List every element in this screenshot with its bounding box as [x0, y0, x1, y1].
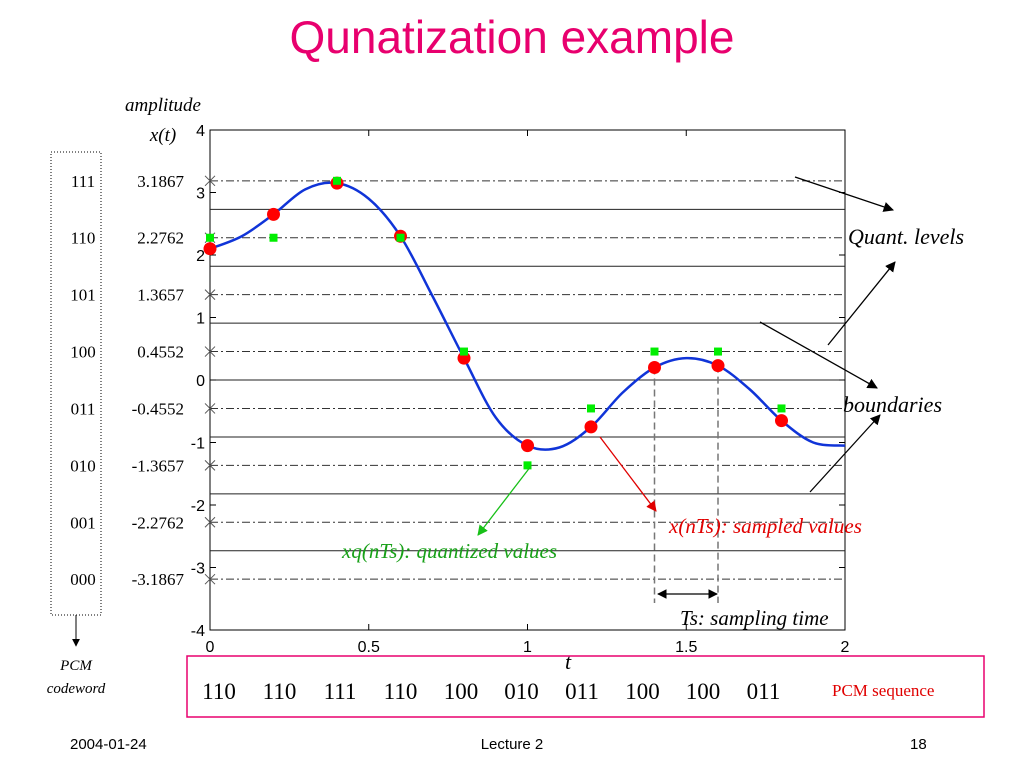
sampled-point [775, 414, 788, 428]
quant-level-value: -1.3657 [132, 456, 185, 475]
quant-level-value: 3.1867 [137, 172, 184, 191]
quantized-point [206, 233, 214, 242]
sampled-point [521, 439, 534, 453]
y-tick-label: 0 [196, 373, 205, 390]
x-tick-label: 1.5 [675, 639, 697, 656]
quant-level-marker [204, 346, 216, 357]
y-tick-label: -3 [191, 561, 205, 578]
pcm-codeword: 111 [71, 172, 95, 191]
y-tick-label: -2 [191, 498, 205, 515]
quant-level-value: -3.1867 [132, 570, 185, 589]
quant-level-marker [204, 175, 216, 187]
quantized-point [523, 461, 532, 470]
quant-level-value: -0.4552 [132, 399, 184, 418]
pcm-codeword: 110 [71, 229, 96, 248]
sampled-values-label: x(nTs): sampled values [668, 514, 862, 538]
quant-levels-arrow-2 [827, 261, 896, 346]
pcm-codeword: 001 [70, 513, 96, 532]
y-tick-label: 1 [196, 311, 205, 328]
sampling-time-label: Ts: sampling time [680, 606, 829, 630]
x-tick-label: 1 [523, 639, 532, 656]
boundaries-label: boundaries [843, 392, 942, 417]
pcm-codeword: 010 [70, 456, 96, 475]
quant-level-marker [204, 403, 216, 414]
y-axis-label-line2: x(t) [149, 125, 176, 146]
quant-level-marker [204, 289, 216, 300]
sampled-point [267, 207, 280, 221]
pcm-sequence-code: 110 [202, 679, 236, 704]
pcm-sequence-code: 010 [504, 679, 539, 704]
pcm-sequence-code: 111 [324, 679, 357, 704]
pcm-sequence-code: 011 [747, 679, 781, 704]
y-tick-label: 2 [196, 248, 205, 265]
pcm-caption-line1: PCM [59, 658, 93, 674]
quantized-point [714, 347, 722, 356]
footer-page-number: 18 [910, 736, 927, 753]
sampled-point [584, 420, 598, 434]
quant-level-value: 0.4552 [137, 343, 184, 362]
quantized-point [460, 347, 468, 356]
quantized-point [269, 233, 278, 242]
x-tick-label: 0 [206, 639, 215, 656]
pcm-sequence-code: 100 [625, 679, 660, 704]
sampled-point [648, 361, 661, 374]
slide-title: Qunatization example [289, 11, 735, 63]
quant-levels-arrow-1 [794, 176, 894, 212]
quant-levels-label: Quant. levels [848, 224, 964, 249]
x-tick-label: 0.5 [358, 639, 380, 656]
quantized-point [777, 404, 786, 413]
quantized-point [587, 404, 595, 413]
footer-lecture: Lecture 2 [480, 736, 544, 753]
pcm-sequence-label: PCM sequence [832, 681, 934, 700]
sampled-point [711, 359, 725, 373]
quantized-values-arrow [477, 465, 532, 536]
x-axis-label: t [565, 649, 572, 674]
pcm-sequence-box [186, 655, 985, 718]
y-tick-label: -4 [191, 623, 205, 640]
pcm-sequence-code: 100 [444, 679, 479, 704]
quant-level-value: -2.2762 [132, 513, 184, 532]
y-tick-label: 4 [196, 123, 205, 140]
pcm-codeword: 011 [71, 399, 96, 418]
sampled-point [203, 242, 217, 256]
boundaries-arrow-1 [759, 321, 878, 389]
pcm-codeword: 100 [70, 343, 96, 362]
quant-level-marker [204, 573, 216, 585]
quant-level-value: 1.3657 [137, 286, 184, 305]
pcm-codeword: 000 [70, 570, 96, 589]
quantized-point [396, 233, 405, 242]
quant-level-marker [204, 516, 216, 528]
boundaries-arrow-2 [809, 414, 881, 493]
quantized-point [650, 347, 659, 356]
pcm-sequence-code: 110 [384, 679, 418, 704]
y-tick-label: 3 [196, 186, 205, 203]
pcm-sequence-code: 100 [686, 679, 721, 704]
y-axis-label-line1: amplitude [125, 95, 201, 116]
sampled-values-arrow [599, 436, 657, 512]
pcm-codeword-box [50, 151, 102, 616]
pcm-sequence-code: 110 [263, 679, 297, 704]
pcm-sequence-code: 011 [565, 679, 599, 704]
pcm-codeword: 101 [70, 286, 96, 305]
y-tick-label: -1 [191, 436, 205, 453]
x-tick-label: 2 [841, 639, 850, 656]
quantized-values-label: xq(nTs): quantized values [341, 539, 557, 563]
quant-level-value: 2.2762 [137, 229, 184, 248]
quantized-point [333, 176, 341, 185]
quant-level-marker [204, 460, 216, 471]
pcm-caption-line2: codeword [47, 681, 106, 697]
footer-date: 2004-01-24 [70, 736, 147, 753]
